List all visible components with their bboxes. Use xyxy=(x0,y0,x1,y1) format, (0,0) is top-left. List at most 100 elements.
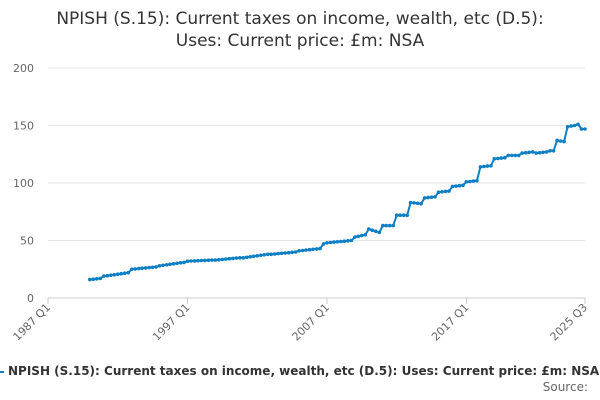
data-point[interactable] xyxy=(241,255,246,260)
data-point[interactable] xyxy=(129,267,134,272)
data-point[interactable] xyxy=(447,189,451,193)
data-point[interactable] xyxy=(171,262,176,266)
data-point[interactable] xyxy=(290,250,294,255)
data-point[interactable] xyxy=(489,164,493,168)
data-point[interactable] xyxy=(293,250,298,254)
data-point[interactable] xyxy=(213,258,218,262)
data-point[interactable] xyxy=(583,127,587,131)
data-point[interactable] xyxy=(262,253,267,257)
data-point[interactable] xyxy=(523,150,528,155)
data-point[interactable] xyxy=(398,213,403,217)
data-point[interactable] xyxy=(150,265,155,270)
data-point[interactable] xyxy=(537,150,542,155)
data-point[interactable] xyxy=(349,238,354,243)
data-point[interactable] xyxy=(98,276,103,281)
data-point[interactable] xyxy=(360,233,364,238)
data-point[interactable] xyxy=(405,213,410,217)
data-point[interactable] xyxy=(443,189,448,194)
data-point[interactable] xyxy=(394,213,399,217)
data-point[interactable] xyxy=(251,254,256,259)
data-point[interactable] xyxy=(520,151,524,155)
data-point[interactable] xyxy=(258,253,263,258)
data-point[interactable] xyxy=(569,124,573,128)
data-point[interactable] xyxy=(565,124,570,129)
data-point[interactable] xyxy=(482,164,486,169)
data-point[interactable] xyxy=(161,263,165,268)
data-point[interactable] xyxy=(534,151,538,155)
data-point[interactable] xyxy=(436,190,441,194)
data-point[interactable] xyxy=(297,249,301,253)
data-point[interactable] xyxy=(527,150,531,155)
data-point[interactable] xyxy=(464,180,469,184)
data-point[interactable] xyxy=(485,164,490,168)
data-point[interactable] xyxy=(461,183,465,188)
data-point[interactable] xyxy=(231,256,235,261)
data-point[interactable] xyxy=(248,254,252,259)
data-point[interactable] xyxy=(377,230,382,235)
data-point[interactable] xyxy=(224,257,228,261)
data-point[interactable] xyxy=(283,251,287,255)
data-point[interactable] xyxy=(119,271,123,276)
data-point[interactable] xyxy=(475,178,479,183)
data-point[interactable] xyxy=(454,184,458,188)
data-point[interactable] xyxy=(342,239,347,243)
data-point[interactable] xyxy=(492,157,497,161)
data-point[interactable] xyxy=(140,266,144,271)
data-point[interactable] xyxy=(217,257,221,262)
data-point[interactable] xyxy=(126,270,130,275)
data-point[interactable] xyxy=(314,247,319,251)
data-point[interactable] xyxy=(513,153,518,158)
data-point[interactable] xyxy=(182,260,186,265)
data-point[interactable] xyxy=(147,265,151,270)
data-point[interactable] xyxy=(415,201,420,206)
data-point[interactable] xyxy=(105,273,110,278)
data-point[interactable] xyxy=(551,149,556,153)
data-point[interactable] xyxy=(499,156,504,160)
data-point[interactable] xyxy=(238,255,242,260)
data-point[interactable] xyxy=(496,156,500,161)
data-point[interactable] xyxy=(548,149,552,153)
data-point[interactable] xyxy=(286,250,291,255)
data-point[interactable] xyxy=(91,277,96,282)
data-point[interactable] xyxy=(468,179,472,184)
data-point[interactable] xyxy=(440,190,444,194)
data-point[interactable] xyxy=(503,155,507,160)
data-point[interactable] xyxy=(433,195,437,199)
data-point[interactable] xyxy=(276,251,280,256)
data-point[interactable] xyxy=(133,267,137,271)
data-point[interactable] xyxy=(307,247,312,252)
data-point[interactable] xyxy=(157,264,162,268)
data-point[interactable] xyxy=(530,150,535,154)
data-point[interactable] xyxy=(112,272,117,277)
data-point[interactable] xyxy=(374,229,378,234)
data-point[interactable] xyxy=(408,200,413,205)
data-point[interactable] xyxy=(429,195,434,199)
data-point[interactable] xyxy=(199,258,204,263)
data-point[interactable] xyxy=(450,184,455,189)
data-point[interactable] xyxy=(391,223,396,228)
data-point[interactable] xyxy=(384,223,389,228)
data-point[interactable] xyxy=(196,258,200,263)
data-point[interactable] xyxy=(255,254,259,258)
data-point[interactable] xyxy=(572,123,577,128)
data-point[interactable] xyxy=(318,246,322,251)
data-point[interactable] xyxy=(339,239,343,244)
data-point[interactable] xyxy=(220,257,225,262)
data-point[interactable] xyxy=(304,248,308,252)
data-point[interactable] xyxy=(164,263,169,267)
data-point[interactable] xyxy=(136,266,141,271)
data-point[interactable] xyxy=(544,150,549,154)
data-point[interactable] xyxy=(562,139,566,144)
data-point[interactable] xyxy=(346,239,350,243)
data-point[interactable] xyxy=(328,240,333,245)
data-point[interactable] xyxy=(95,277,99,281)
data-point[interactable] xyxy=(387,223,392,228)
data-point[interactable] xyxy=(168,262,172,267)
data-point[interactable] xyxy=(210,258,214,262)
data-point[interactable] xyxy=(426,195,430,200)
data-point[interactable] xyxy=(279,251,284,256)
data-point[interactable] xyxy=(412,201,416,205)
data-point[interactable] xyxy=(325,241,329,245)
data-point[interactable] xyxy=(269,252,274,257)
data-point[interactable] xyxy=(478,165,483,169)
